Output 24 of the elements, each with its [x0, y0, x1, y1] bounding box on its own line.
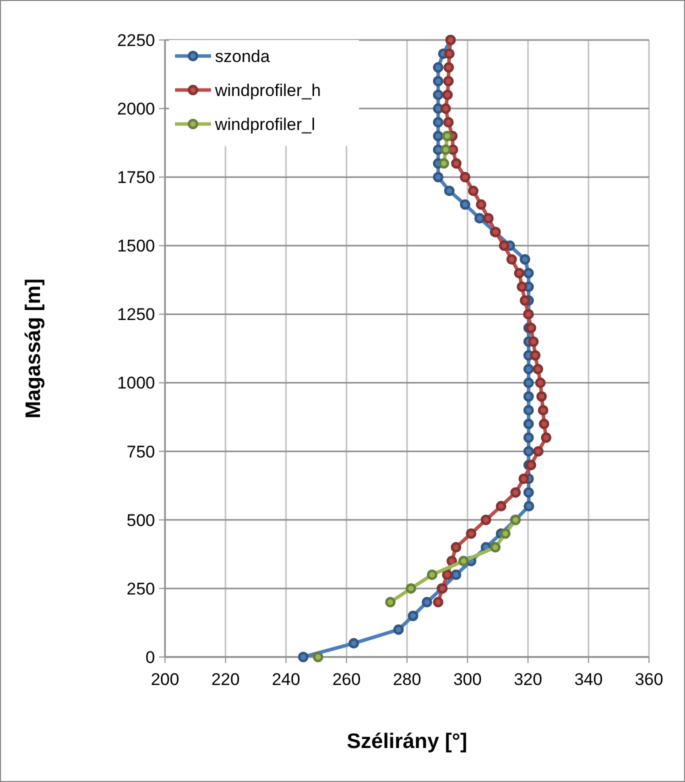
legend-label: windprofiler_h	[214, 80, 321, 100]
x-tick-label: 220	[211, 670, 240, 689]
x-tick-label: 320	[514, 670, 542, 689]
y-tick-label: 1250	[117, 305, 155, 324]
x-tick-label: 240	[272, 670, 300, 689]
y-tick-label: 2250	[117, 30, 155, 50]
y-tick-label: 750	[126, 442, 155, 462]
y-tick-label: 500	[126, 510, 155, 530]
y-tick-label: 0	[146, 648, 155, 667]
y-axis-title: Magasság [m]	[22, 278, 45, 419]
x-axis-title: Szélirány [°]	[346, 730, 468, 753]
y-tick-label: 250	[126, 579, 155, 598]
y-tick-label: 1750	[117, 168, 155, 188]
x-tick-label: 340	[574, 670, 603, 689]
x-tick-label: 280	[392, 670, 422, 689]
x-tick-label: 200	[150, 670, 180, 689]
legend-label: szonda	[215, 46, 270, 66]
y-tick-label: 1500	[117, 236, 155, 256]
y-tick-label: 2000	[117, 100, 155, 119]
legend-label: windprofiler_l	[214, 114, 316, 134]
x-tick-label: 260	[332, 670, 361, 689]
x-tick-label: 360	[634, 670, 664, 689]
x-tick-label: 300	[453, 670, 482, 689]
y-tick-label: 1000	[117, 374, 155, 393]
